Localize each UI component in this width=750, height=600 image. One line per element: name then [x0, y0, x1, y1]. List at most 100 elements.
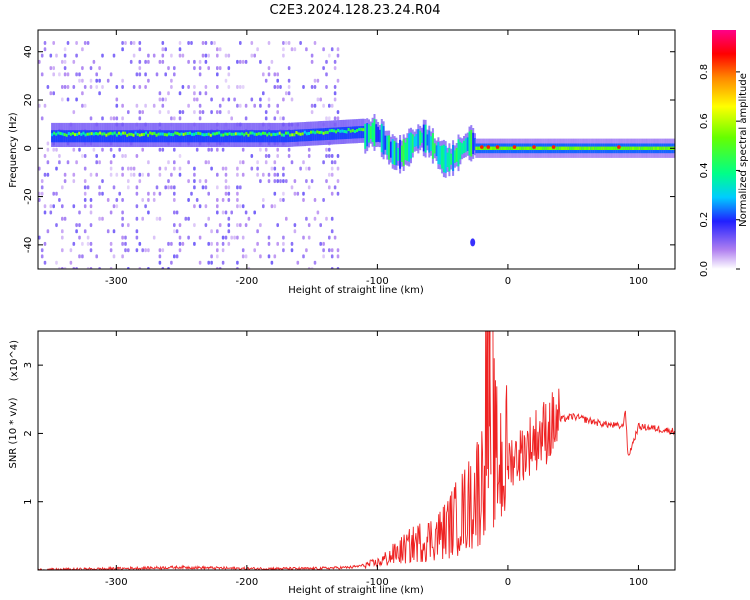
noise-speckle — [49, 91, 53, 96]
noise-speckle — [264, 78, 268, 83]
noise-speckle — [129, 172, 133, 177]
noise-speckle — [141, 147, 144, 152]
noise-speckle — [115, 85, 119, 89]
noise-speckle — [46, 141, 50, 146]
band-body — [134, 130, 137, 143]
noise-speckle — [227, 223, 231, 228]
x-tick-label: 100 — [629, 577, 648, 588]
noise-speckle — [63, 179, 67, 184]
noise-speckle — [313, 216, 317, 221]
noise-speckle — [161, 97, 165, 102]
band-core — [259, 132, 263, 136]
noise-speckle — [89, 204, 93, 209]
spread-body — [448, 148, 451, 172]
band-body — [339, 127, 342, 140]
noise-speckle — [333, 85, 337, 89]
noise-speckle — [173, 66, 176, 71]
band-body — [136, 130, 139, 143]
noise-speckle — [173, 223, 176, 228]
noise-speckle — [55, 260, 58, 265]
band-body — [153, 130, 156, 143]
noise-speckle — [187, 235, 190, 240]
noise-speckle — [216, 210, 219, 215]
band-core — [324, 131, 327, 134]
noise-speckle — [141, 248, 144, 253]
band-body — [341, 127, 344, 140]
noise-speckle — [173, 72, 176, 77]
line-core — [606, 146, 610, 150]
noise-speckle — [138, 72, 142, 77]
noise-speckle — [158, 59, 162, 64]
spread-body — [470, 129, 473, 157]
noise-speckle — [267, 179, 271, 184]
band-body — [249, 130, 252, 143]
noise-speckle — [167, 241, 170, 246]
noise-speckle — [167, 66, 170, 71]
noise-speckle — [52, 147, 55, 152]
noise-speckle — [302, 235, 305, 240]
band-body — [97, 130, 100, 143]
noise-speckle — [138, 85, 142, 89]
noise-speckle — [152, 191, 156, 196]
line-core — [665, 146, 668, 150]
band-core — [318, 131, 321, 134]
noise-speckle — [170, 53, 173, 58]
noise-speckle — [147, 53, 150, 58]
line-core — [640, 146, 643, 150]
band-body — [337, 127, 340, 140]
noise-speckle — [204, 179, 208, 184]
line-core — [554, 146, 557, 150]
spread-body — [380, 123, 383, 153]
band-body — [268, 130, 271, 143]
noise-speckle — [316, 78, 320, 83]
noise-speckle — [147, 160, 150, 165]
line-core — [556, 146, 559, 150]
noise-speckle — [307, 166, 311, 171]
band-core — [172, 133, 175, 137]
noise-speckle — [207, 191, 210, 196]
band-body — [86, 130, 89, 143]
noise-speckle — [279, 198, 282, 202]
noise-speckle — [132, 166, 136, 171]
noise-speckle — [115, 116, 119, 121]
band-body — [130, 130, 133, 143]
noise-speckle — [187, 216, 190, 221]
band-core — [356, 129, 359, 133]
noise-speckle — [158, 254, 162, 259]
noise-speckle — [43, 154, 47, 158]
band-core — [138, 133, 141, 137]
band-core — [76, 133, 79, 136]
noise-speckle — [178, 166, 182, 171]
band-body — [287, 130, 290, 143]
line-core — [661, 146, 664, 150]
band-core — [301, 132, 304, 136]
band-core — [264, 131, 267, 135]
line-core — [485, 146, 488, 150]
band-body — [214, 130, 217, 143]
noise-speckle — [173, 185, 176, 190]
noise-speckle — [55, 191, 58, 196]
line-core — [654, 146, 658, 150]
band-core — [249, 131, 252, 135]
noise-speckle — [216, 72, 219, 77]
noise-speckle — [236, 235, 239, 240]
spectrogram-y-label: Frequency (Hz) — [8, 112, 19, 188]
noise-speckle — [302, 160, 305, 165]
noise-speckle — [78, 72, 81, 77]
band-body — [61, 130, 64, 143]
noise-speckle — [193, 59, 196, 64]
spread-body — [402, 139, 405, 167]
band-core — [176, 131, 179, 135]
snr-marks — [38, 331, 675, 570]
noise-speckle — [193, 172, 196, 177]
noise-speckle — [250, 53, 254, 58]
noise-speckle — [198, 116, 202, 121]
noise-speckle — [227, 72, 231, 77]
band-body — [51, 130, 54, 143]
noise-speckle — [138, 179, 142, 184]
noise-speckle — [250, 41, 254, 45]
noise-speckle — [121, 154, 124, 158]
noise-speckle — [330, 229, 334, 234]
line-core — [602, 146, 605, 150]
spread-body — [431, 133, 434, 159]
